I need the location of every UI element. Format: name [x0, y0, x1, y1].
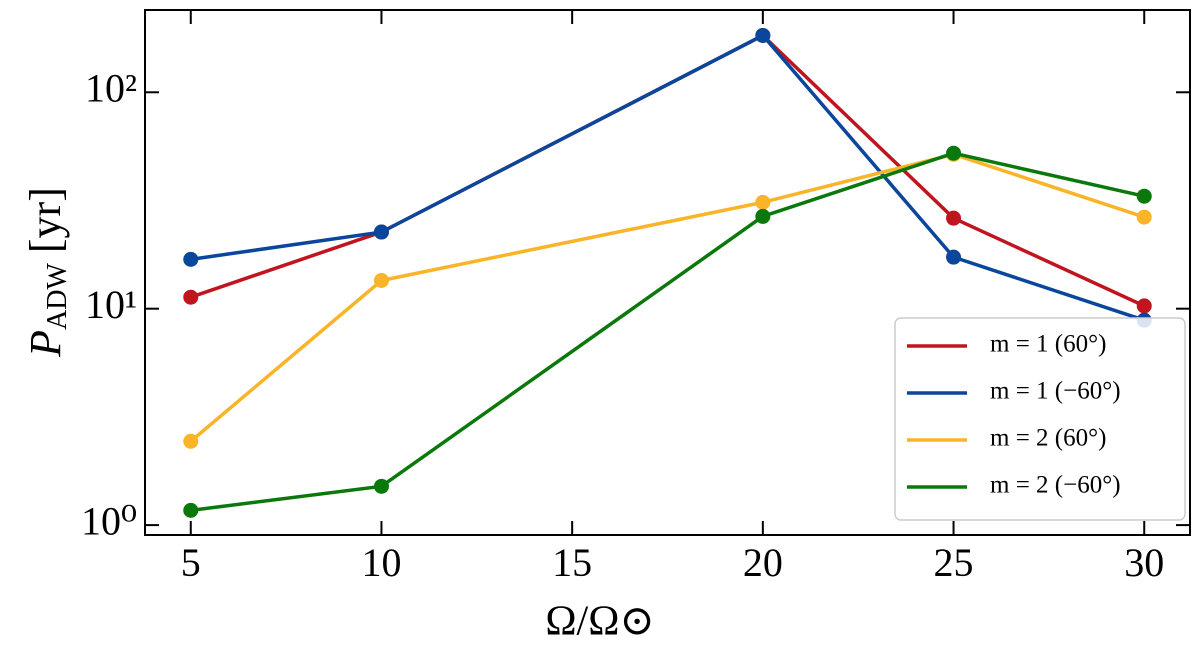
- x-tick-label: 15: [552, 540, 592, 585]
- legend-label: m = 1 (60°): [990, 331, 1106, 358]
- y-tick-label: 10⁰: [81, 498, 137, 543]
- x-axis-label: Ω/Ω⊙: [545, 599, 654, 645]
- data-point: [183, 289, 199, 305]
- y-axis-label: PADW [yr]: [21, 187, 73, 358]
- legend-label: m = 2 (−60°): [990, 472, 1121, 499]
- data-point: [1136, 188, 1152, 204]
- data-point: [373, 478, 389, 494]
- data-point: [373, 224, 389, 240]
- data-point: [946, 249, 962, 265]
- y-label-unit: [yr]: [21, 187, 70, 253]
- y-label-subscript: ADW: [42, 263, 73, 330]
- data-point: [373, 272, 389, 288]
- y-label-symbol: P: [21, 330, 70, 358]
- x-tick-label: 5: [181, 540, 201, 585]
- legend-label: m = 1 (−60°): [990, 378, 1121, 405]
- data-point: [755, 27, 771, 43]
- data-point: [1136, 298, 1152, 314]
- data-point: [755, 208, 771, 224]
- data-point: [1136, 209, 1152, 225]
- x-tick-label: 10: [361, 540, 401, 585]
- data-point: [946, 210, 962, 226]
- y-tick-label: 10¹: [85, 282, 137, 327]
- data-point: [183, 502, 199, 518]
- x-tick-label: 25: [934, 540, 974, 585]
- data-point: [946, 145, 962, 161]
- legend-label: m = 2 (60°): [990, 425, 1106, 452]
- legend-box: [894, 317, 1186, 521]
- x-tick-label: 20: [743, 540, 783, 585]
- data-point: [183, 433, 199, 449]
- series-line: [190, 33, 1145, 322]
- plot-frame: [144, 9, 1191, 536]
- data-point: [183, 251, 199, 267]
- x-tick-label: 30: [1124, 540, 1164, 585]
- data-point: [755, 194, 771, 210]
- y-tick-label: 10²: [85, 65, 137, 110]
